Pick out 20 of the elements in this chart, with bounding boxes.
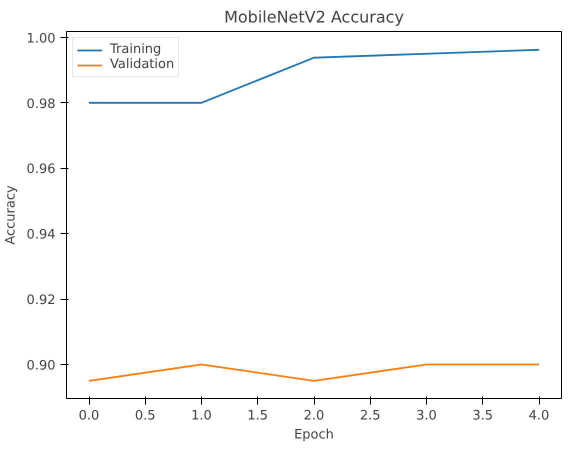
y-tick-label: 0.96 <box>26 162 56 178</box>
y-axis-title: Accuracy <box>4 185 19 245</box>
y-tick-label: 1.00 <box>26 31 56 46</box>
x-tick-label: 3.0 <box>416 408 437 424</box>
x-tick-label: 3.5 <box>472 408 494 424</box>
y-tick-label: 0.94 <box>26 228 56 243</box>
y-tick-label: 0.98 <box>26 96 56 112</box>
x-tick-label: 1.0 <box>191 408 212 424</box>
x-tick-label: 1.5 <box>247 408 268 424</box>
legend-label: Training <box>110 42 162 57</box>
chart-title: MobileNetV2 Accuracy <box>224 8 404 26</box>
x-axis-title: Epoch <box>294 428 334 442</box>
y-tick-label: 0.92 <box>26 293 56 308</box>
legend-label: Validation <box>110 57 174 72</box>
y-tick-label: 0.90 <box>26 358 56 374</box>
x-tick-label: 2.0 <box>304 408 324 424</box>
x-tick-label: 0.5 <box>134 408 156 424</box>
x-tick-label: 4.0 <box>528 408 550 424</box>
x-tick-label: 2.5 <box>360 408 381 424</box>
x-tick-label: 0.0 <box>78 408 100 424</box>
